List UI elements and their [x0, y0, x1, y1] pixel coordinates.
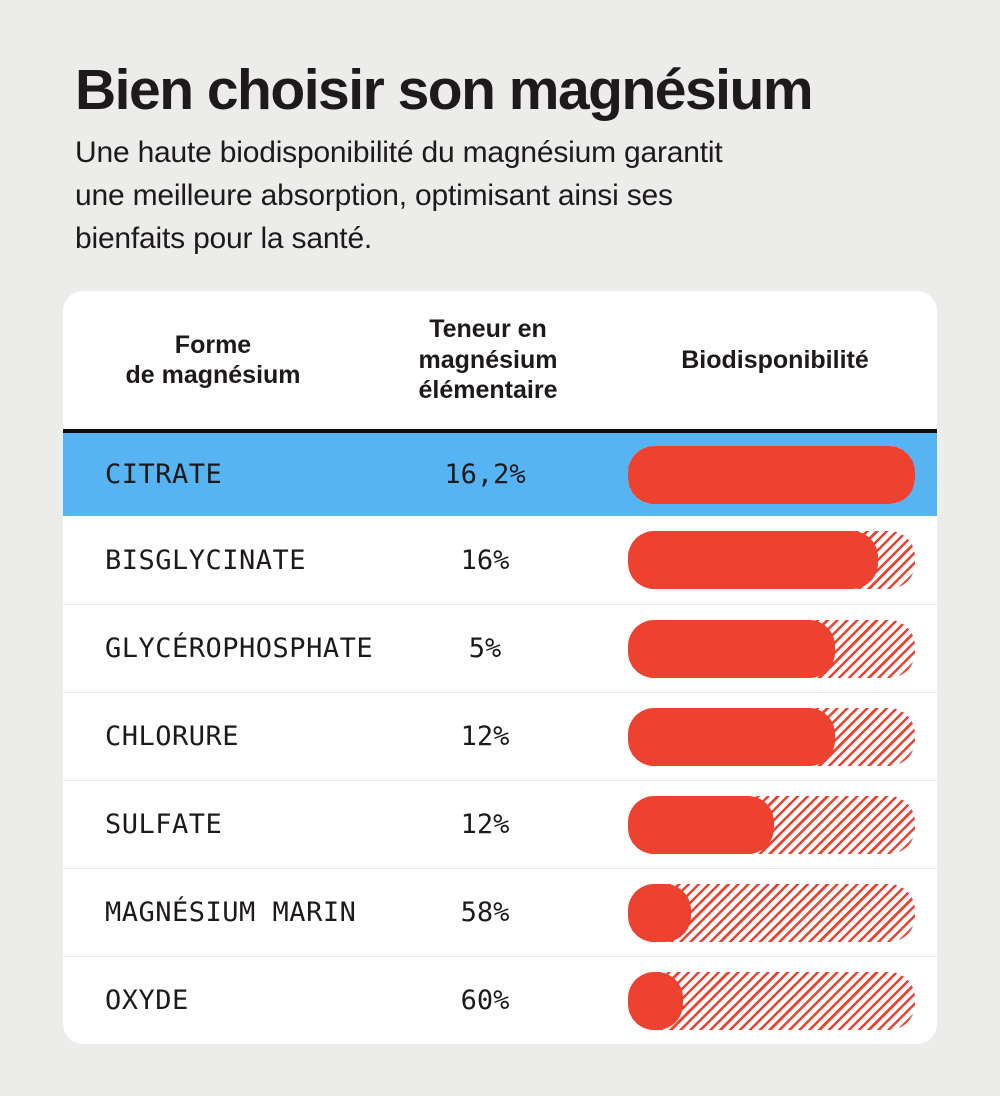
table-row-bisglycinate: BISGLYCINATE 16% — [63, 516, 937, 604]
page-subtitle: Une haute biodisponibilité du magnésium … — [75, 136, 723, 256]
elemental-content-value: 5% — [468, 633, 502, 665]
table-body: CITRATE 16,2% BISGLYCINATE 16% GLYCÉROPH… — [63, 433, 937, 1044]
column-header-forme: Forme de magnésium — [125, 330, 301, 390]
comparison-card: Forme de magnésium Teneur en magnésium é… — [63, 291, 937, 1045]
column-header-teneur: Teneur en magnésium élémentaire — [418, 315, 558, 405]
page-title: Bien choisir son magnésium — [75, 58, 814, 122]
table-row-oxyde: OXYDE 60% — [63, 956, 937, 1044]
intro-section: Bien choisir son magnésium Une haute bio… — [0, 0, 1000, 261]
header-divider — [63, 429, 937, 434]
table-header-row: Forme de magnésium Teneur en magnésium é… — [63, 291, 937, 429]
column-header-biodisponibilite: Biodisponibilité — [681, 345, 869, 374]
bioavailability-bar-fill — [628, 531, 878, 590]
bioavailability-bar-fill — [628, 795, 775, 854]
table-row-citrate: CITRATE 16,2% — [63, 433, 937, 517]
magnesium-form-label: CITRATE — [105, 459, 223, 491]
magnesium-form-label: CHLORURE — [105, 721, 240, 753]
bioavailability-bar-track — [628, 707, 915, 766]
elemental-content-value: 12% — [460, 721, 510, 753]
magnesium-form-label: OXYDE — [105, 985, 189, 1017]
magnesium-form-label: SULFATE — [105, 809, 223, 841]
elemental-content-value: 16,2% — [444, 459, 526, 491]
bioavailability-bar-track — [628, 795, 915, 854]
elemental-content-value: 58% — [460, 897, 510, 929]
magnesium-form-label: GLYCÉROPHOSPHATE — [105, 633, 374, 665]
bioavailability-bar-track — [628, 619, 915, 678]
bioavailability-bar-track — [628, 445, 915, 504]
bioavailability-bar-fill — [628, 971, 683, 1030]
elemental-content-value: 16% — [460, 544, 510, 576]
magnesium-form-label: MAGNÉSIUM MARIN — [105, 897, 357, 929]
bioavailability-bar-track — [628, 531, 915, 590]
table-row-sulfate: SULFATE 12% — [63, 780, 937, 868]
elemental-content-value: 60% — [460, 985, 510, 1017]
table-row-magnesium-marin: MAGNÉSIUM MARIN 58% — [63, 868, 937, 956]
table-row-glycerophosphate: GLYCÉROPHOSPHATE 5% — [63, 604, 937, 692]
bioavailability-bar-fill — [628, 883, 692, 942]
elemental-content-value: 12% — [460, 809, 510, 841]
table-row-chlorure: CHLORURE 12% — [63, 692, 937, 780]
bioavailability-bar-fill — [628, 445, 915, 504]
magnesium-form-label: BISGLYCINATE — [105, 544, 307, 576]
bioavailability-bar-track — [628, 883, 915, 942]
bioavailability-bar-track — [628, 971, 915, 1030]
bioavailability-bar-fill — [628, 707, 835, 766]
bioavailability-bar-fill — [628, 619, 835, 678]
